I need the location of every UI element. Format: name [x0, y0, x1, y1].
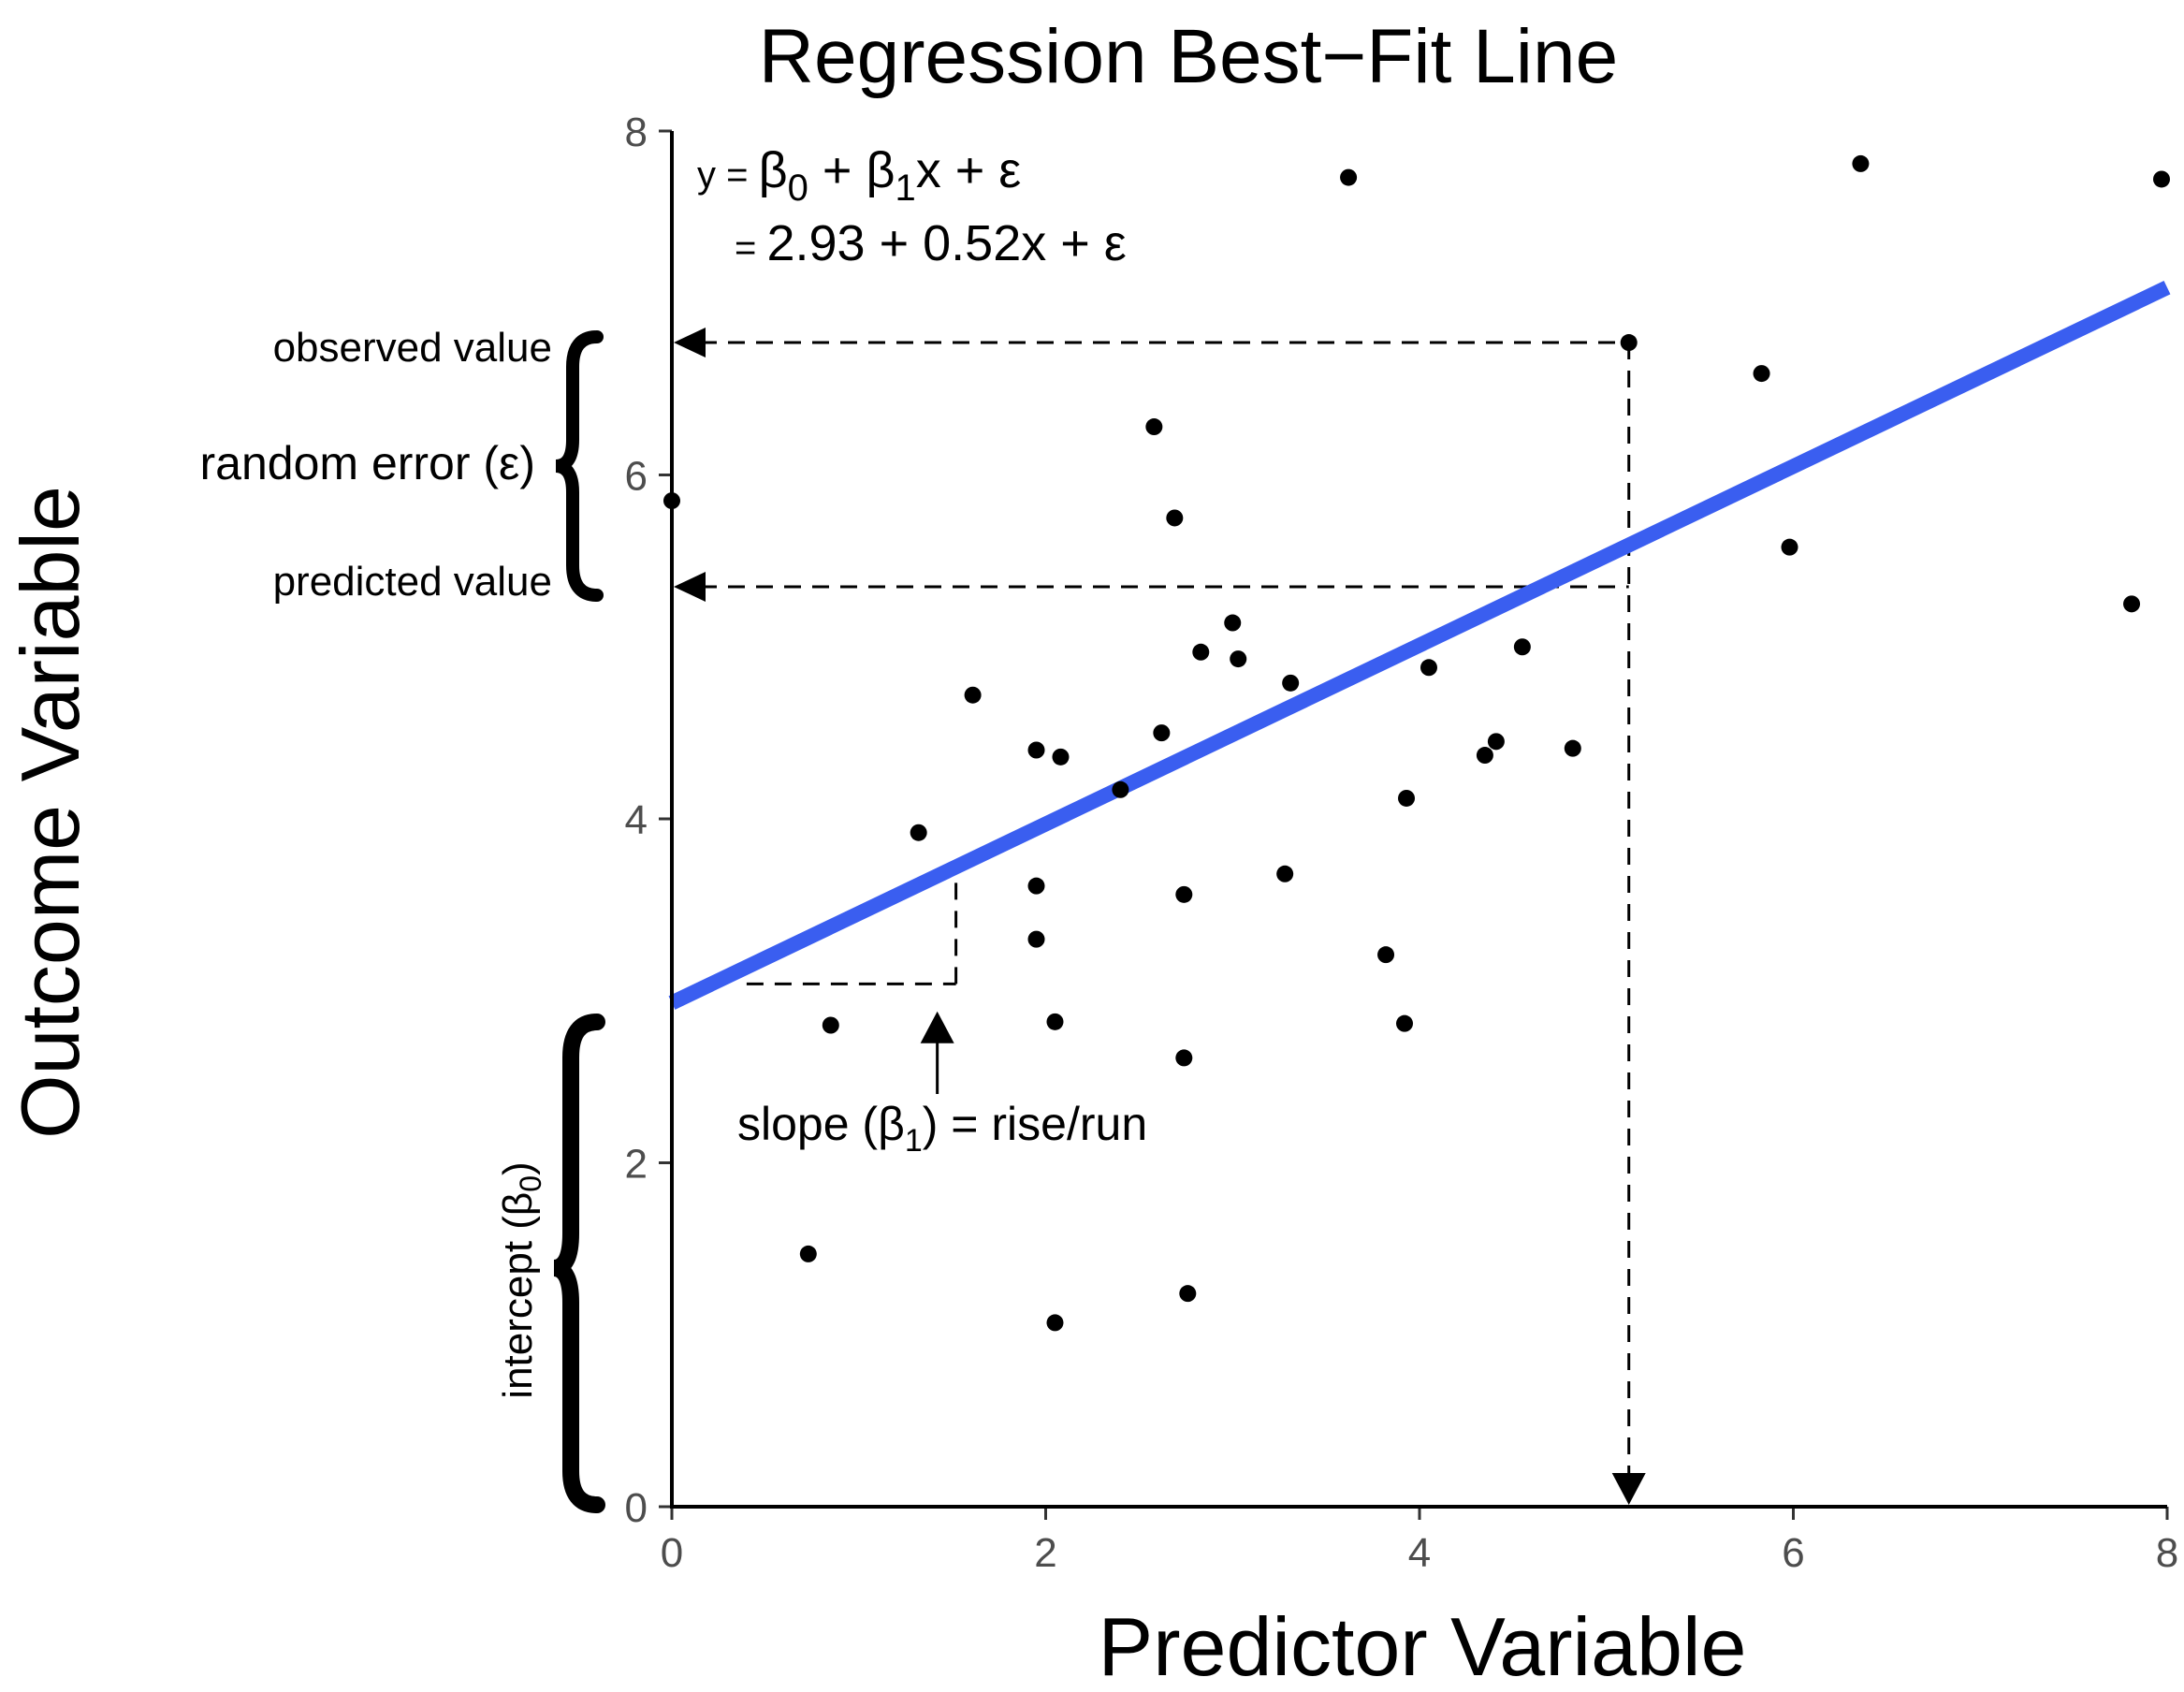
- data-point-3: [910, 824, 927, 841]
- data-point-13: [1153, 724, 1171, 742]
- data-point-6: [1027, 877, 1045, 895]
- intercept-label: intercept (β0): [495, 1161, 547, 1398]
- random-error-label: random error (ε): [200, 437, 535, 489]
- data-point-37: [2153, 170, 2171, 188]
- data-point-31: [1564, 739, 1581, 757]
- predicted-arrowhead: [674, 571, 706, 602]
- x-axis-title: Predictor Variable: [1099, 1600, 1747, 1692]
- observed-value-label: observed value: [273, 325, 552, 371]
- data-points: [663, 154, 2171, 1332]
- x-arrowhead: [1611, 1473, 1646, 1505]
- data-point-36: [2123, 595, 2141, 613]
- data-point-35: [1852, 154, 1870, 172]
- data-point-1: [799, 1245, 817, 1262]
- data-point-8: [1046, 1013, 1064, 1030]
- slope-arrowhead: [920, 1011, 954, 1043]
- data-point-11: [1112, 780, 1129, 798]
- intercept-brace: [552, 1014, 605, 1513]
- data-point-20: [1230, 650, 1247, 668]
- data-point-14: [1166, 509, 1184, 527]
- x-tick-label-4: 8: [2156, 1530, 2178, 1576]
- guide-lines: [674, 328, 1646, 1505]
- x-tick-label-0: 0: [661, 1530, 683, 1576]
- data-point-17: [1179, 1285, 1197, 1303]
- data-point-32: [1620, 334, 1638, 352]
- axis-ticks: 0 2 4 6 8 0 2 4 6 8: [625, 109, 2179, 1576]
- data-point-26: [1398, 789, 1416, 807]
- data-point-29: [1487, 733, 1505, 751]
- slope-label: slope (β1) = rise/run: [737, 1098, 1147, 1159]
- fit-line: [668, 280, 2171, 1010]
- observed-arrowhead: [674, 328, 706, 358]
- equation-line-2: = 2.93 + 0.52x + ε: [735, 215, 1127, 271]
- data-point-34: [1781, 538, 1798, 556]
- x-tick-label-3: 6: [1782, 1530, 1804, 1576]
- data-point-7: [1027, 930, 1045, 948]
- regression-equation: y = β0 + β1x + ε = 2.93 + 0.52x + ε: [697, 142, 1127, 271]
- fit-line-group: [668, 280, 2171, 1010]
- data-point-15: [1175, 885, 1193, 903]
- y-tick-label-3: 6: [625, 454, 648, 500]
- y-tick-label-2: 4: [625, 797, 648, 843]
- equation-line-1: y = β0 + β1x + ε: [697, 142, 1021, 209]
- y-tick-label-1: 2: [625, 1142, 648, 1188]
- y-tick-label-4: 8: [625, 109, 648, 155]
- y-axis-title: Outcome Variable: [4, 486, 96, 1139]
- x-tick-label-1: 2: [1034, 1530, 1056, 1576]
- x-tick-label-2: 4: [1408, 1530, 1431, 1576]
- data-point-22: [1282, 674, 1300, 692]
- chart-title: Regression Best−Fit Line: [759, 14, 1618, 99]
- data-point-30: [1513, 638, 1531, 656]
- data-point-28: [1476, 747, 1493, 765]
- data-point-5: [1027, 741, 1045, 759]
- predicted-value-label: predicted value: [273, 559, 552, 605]
- data-point-19: [1224, 614, 1242, 632]
- data-point-16: [1175, 1049, 1193, 1067]
- data-point-33: [1753, 365, 1770, 383]
- data-point-27: [1420, 659, 1437, 677]
- data-point-10: [1052, 748, 1070, 766]
- error-brace: [555, 330, 604, 602]
- data-point-23: [1340, 168, 1358, 186]
- data-point-25: [1396, 1014, 1414, 1032]
- data-point-12: [1145, 418, 1163, 436]
- data-point-18: [1192, 643, 1210, 661]
- y-tick-label-0: 0: [625, 1485, 648, 1531]
- data-point-2: [822, 1016, 839, 1034]
- data-point-4: [964, 686, 982, 704]
- data-point-24: [1377, 946, 1395, 964]
- data-point-9: [1046, 1314, 1064, 1332]
- data-point-21: [1276, 865, 1294, 882]
